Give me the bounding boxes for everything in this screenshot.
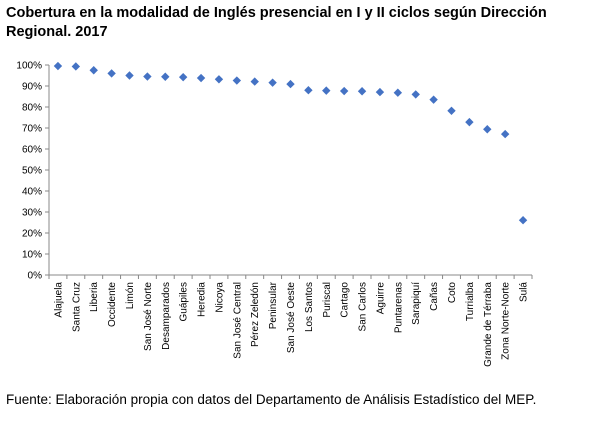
x-tick-label: Peninsular — [268, 281, 279, 329]
data-point-marker — [53, 61, 63, 71]
x-tick-label: Cartago — [340, 282, 351, 318]
data-point-marker — [411, 90, 420, 99]
data-point-marker — [465, 117, 474, 127]
data-point-marker — [196, 73, 206, 83]
data-point-marker — [250, 77, 259, 86]
data-point-marker — [375, 87, 385, 97]
x-tick-label: Guápiles — [179, 282, 190, 321]
x-tick-label: Los Santos — [304, 282, 315, 332]
data-point-marker — [71, 62, 81, 71]
data-point-marker — [89, 66, 98, 75]
data-point-marker — [339, 86, 349, 96]
y-tick-label: 20% — [22, 229, 42, 240]
data-points — [53, 61, 528, 225]
x-tick-label: Limón — [125, 282, 136, 309]
data-point-marker — [214, 75, 224, 84]
scatter-chart: 0% 10% 20% 30% 40% 50% 60% 70% 80% 90% 100% Alajue… — [16, 61, 533, 367]
y-tick-label: 70% — [22, 124, 42, 135]
y-tick-label: 100% — [16, 61, 42, 72]
data-point-marker — [268, 78, 277, 87]
y-tick-label: 10% — [22, 250, 42, 261]
y-tick-label: 90% — [22, 82, 42, 93]
y-tick-label: 30% — [22, 208, 42, 219]
data-point-marker — [500, 129, 510, 139]
data-point-marker — [232, 76, 242, 85]
data-point-marker — [304, 86, 313, 95]
x-tick-label: Turrialba — [465, 282, 476, 322]
x-tick-label: Liberia — [89, 282, 100, 312]
y-axis: 0% 10% 20% 30% 40% 50% 60% 70% 80% 90% 100% — [16, 61, 50, 282]
y-tick-label: 0% — [28, 271, 43, 282]
data-point-marker — [322, 86, 331, 95]
data-point-marker — [178, 72, 188, 82]
source-note: Fuente: Elaboración propia con datos del… — [6, 392, 537, 407]
data-point-marker — [518, 215, 528, 225]
x-tick-label: Nicoya — [214, 282, 225, 313]
x-tick-label: Pérez Zeledón — [250, 282, 261, 347]
x-tick-label: San Carlos — [358, 282, 369, 331]
x-tick-label: Aguirre — [375, 282, 386, 315]
x-tick-label: Sarapiquí — [411, 282, 422, 325]
x-tick-label: Occidente — [107, 282, 118, 327]
x-tick-label: Santa Cruz — [71, 282, 82, 332]
y-tick-label: 40% — [22, 187, 42, 198]
x-tick-label: Alajuela — [53, 282, 64, 318]
x-tick-label: San José Norte — [143, 282, 154, 351]
data-point-marker — [429, 95, 438, 104]
x-tick-label: Heredia — [197, 282, 208, 317]
x-tick-label: Grande de Térraba — [483, 282, 494, 367]
x-tick-label: Desamparados — [161, 282, 172, 350]
y-tick-label: 80% — [22, 103, 42, 114]
data-point-marker — [357, 87, 367, 96]
y-tick-label: 60% — [22, 145, 42, 156]
x-tick-label: Sulá — [519, 282, 530, 302]
data-point-marker — [393, 88, 403, 97]
data-point-marker — [107, 69, 116, 78]
y-tick-label: 50% — [22, 166, 42, 177]
data-point-marker — [161, 72, 170, 81]
x-tick-label: San José Oeste — [286, 282, 297, 354]
data-point-marker — [286, 79, 295, 89]
x-tick-label: Cañas — [429, 282, 440, 311]
data-point-marker — [483, 125, 492, 134]
x-tick-label: San José Central — [232, 282, 243, 359]
data-point-marker — [125, 71, 134, 80]
chart-container: 0% 10% 20% 30% 40% 50% 60% 70% 80% 90% 100% Alajue… — [0, 48, 600, 383]
data-point-marker — [447, 106, 456, 115]
x-tick-label: Coto — [447, 282, 458, 304]
x-tick-label: Zona Norte-Norte — [501, 282, 512, 360]
x-tick-label: Puntarenas — [393, 282, 404, 333]
x-axis: Alajuela Santa Cruz Liberia Occidente Limón S… — [48, 274, 533, 367]
x-tick-label: Puriscal — [322, 282, 333, 318]
data-point-marker — [143, 72, 152, 81]
chart-title: Cobertura en la modalidad de Inglés pres… — [6, 5, 547, 40]
